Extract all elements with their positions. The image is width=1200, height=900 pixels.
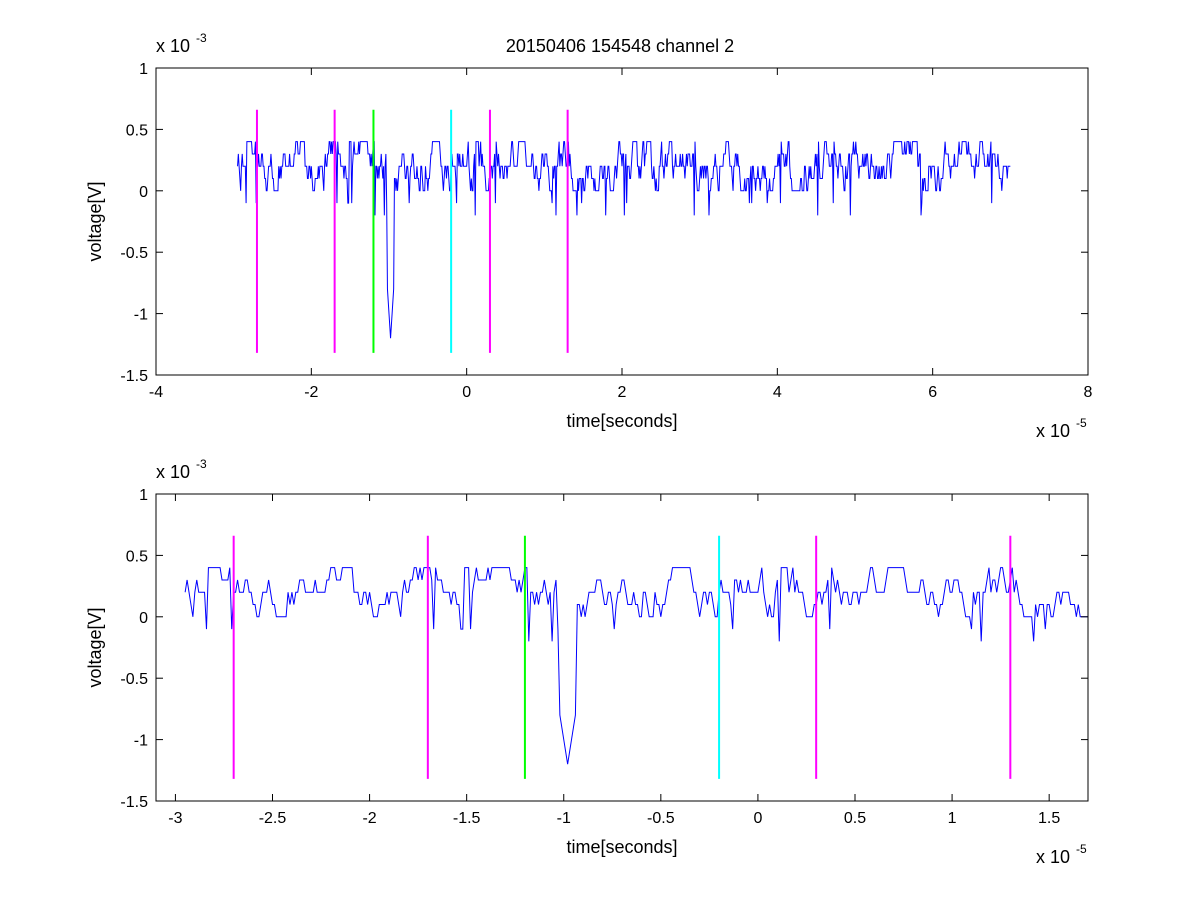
bottom-ytick-label: 0.5: [126, 548, 148, 565]
bottom-ylabel: voltage[V]: [85, 607, 105, 687]
bottom-axes: -3 -2.5 -2 -1.5 -1 -0.5 0 0.5 1 1.5 -1.5 -1 -0.5 0 0.5…: [85, 457, 1089, 867]
bottom-x-exponent-power: -5: [1076, 842, 1087, 856]
bottom-xtick-label: -3: [168, 810, 182, 827]
bottom-ytick-label: -0.5: [120, 671, 148, 688]
bottom-signal-trace: [184, 567, 1088, 765]
top-ylabel: voltage[V]: [85, 181, 105, 261]
top-x-exponent-base: x 10: [1036, 421, 1070, 441]
top-x-exponent-power: -5: [1076, 416, 1087, 430]
bottom-x-exponent-base: x 10: [1036, 847, 1070, 867]
bottom-xtick-label: 1.5: [1038, 810, 1060, 827]
bottom-ytick-label: 1: [139, 487, 148, 504]
bottom-plot-content: [184, 535, 1088, 779]
top-xtick-label: -4: [149, 384, 163, 401]
top-ytick-label: 0: [139, 184, 148, 201]
bottom-y-exponent-power: -3: [196, 457, 207, 471]
top-x-exponent: x 10 -5: [1036, 416, 1087, 441]
bottom-ticks: -3 -2.5 -2 -1.5 -1 -0.5 0 0.5 1 1.5 -1.5 -1 -0.5 0 0.5…: [120, 487, 1088, 827]
bottom-y-exponent: x 10 -3: [156, 457, 207, 482]
top-ytick-label: -1.5: [120, 368, 148, 385]
top-ytick-label: 1: [139, 61, 148, 78]
bottom-xtick-label: -0.5: [647, 810, 675, 827]
top-xtick-label: 2: [618, 384, 627, 401]
top-y-exponent: x 10 -3: [156, 31, 207, 56]
bottom-ytick-label: 0: [139, 610, 148, 627]
bottom-xtick-label: 1: [948, 810, 957, 827]
top-xtick-label: 6: [928, 384, 937, 401]
bottom-ytick-label: -1.5: [120, 794, 148, 811]
top-ticks: -4 -2 0 2 4 6 8 -1.5 -1 -0.5 0 0.5 1: [120, 61, 1092, 401]
bottom-xtick-label: -1.5: [453, 810, 481, 827]
bottom-xtick-label: 0: [753, 810, 762, 827]
bottom-xlabel: time[seconds]: [566, 837, 677, 857]
bottom-y-exponent-base: x 10: [156, 462, 190, 482]
top-xtick-label: -2: [304, 384, 318, 401]
top-xlabel: time[seconds]: [566, 411, 677, 431]
top-axes-box: [155, 67, 1089, 376]
bottom-axes-box: [155, 493, 1089, 802]
top-y-exponent-base: x 10: [156, 36, 190, 56]
figure-title: 20150406 154548 channel 2: [506, 36, 734, 56]
top-ytick-label: -0.5: [120, 245, 148, 262]
bottom-ytick-label: -1: [134, 733, 148, 750]
top-signal-trace: [237, 141, 1011, 339]
bottom-xtick-label: -2: [362, 810, 376, 827]
top-ytick-label: -1: [134, 307, 148, 324]
top-y-exponent-power: -3: [196, 31, 207, 45]
bottom-xtick-label: -1: [557, 810, 571, 827]
bottom-xtick-label: -2.5: [259, 810, 287, 827]
top-xtick-label: 4: [773, 384, 782, 401]
top-xtick-label: 8: [1084, 384, 1093, 401]
top-xtick-label: 0: [462, 384, 471, 401]
bottom-x-exponent: x 10 -5: [1036, 842, 1087, 867]
top-axes: -4 -2 0 2 4 6 8 -1.5 -1 -0.5 0 0.5 1 time[seconds] v…: [85, 31, 1093, 441]
top-ytick-label: 0.5: [126, 122, 148, 139]
bottom-xtick-label: 0.5: [844, 810, 866, 827]
top-plot-content: [237, 109, 1011, 353]
